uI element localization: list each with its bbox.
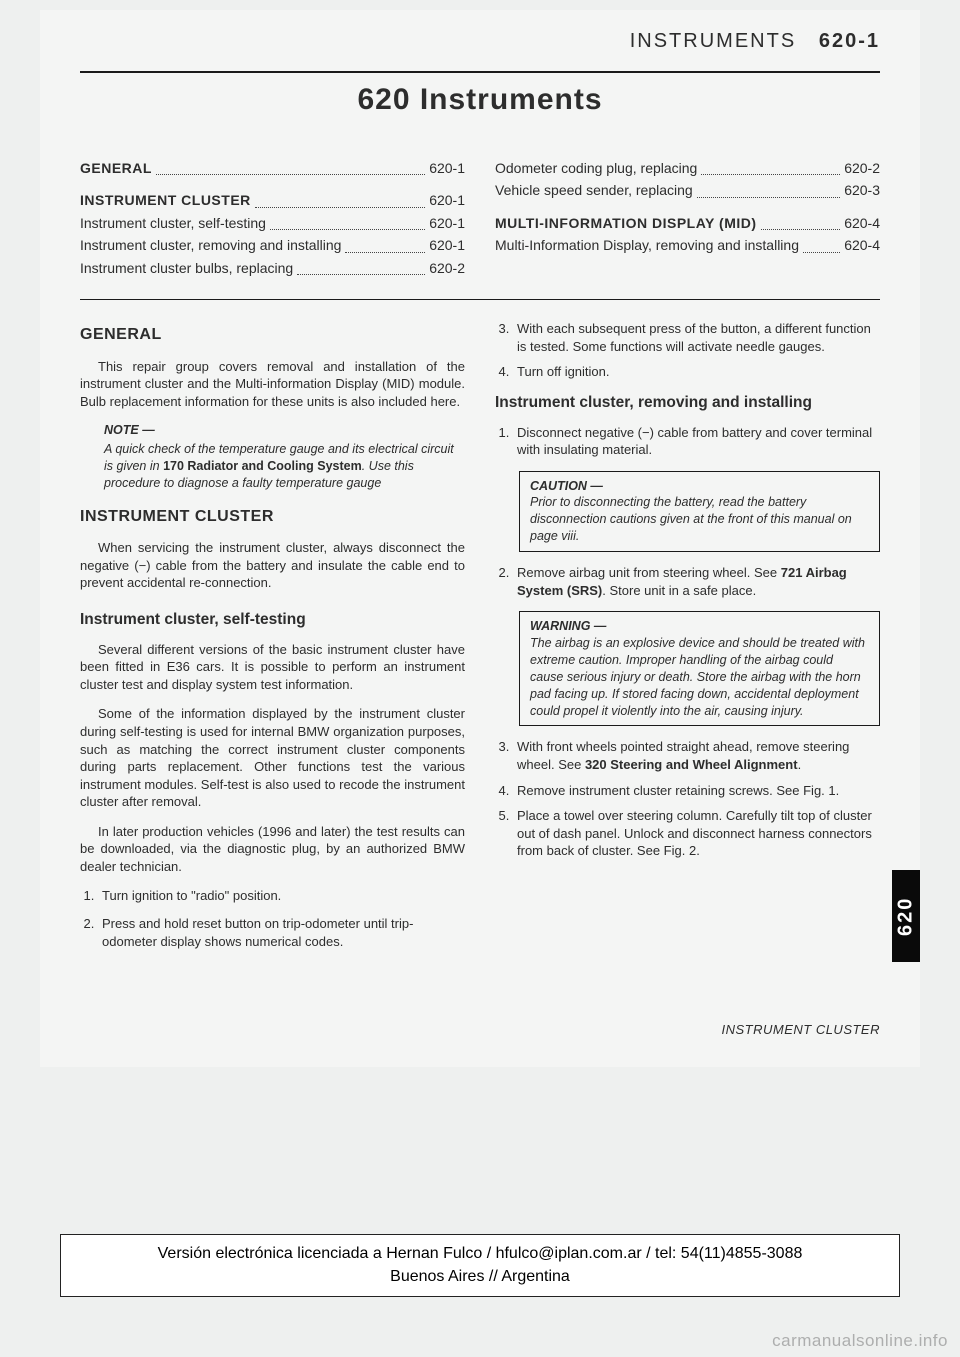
separator-rule [80,299,880,300]
step-item: Turn off ignition. [513,363,880,381]
header-page-ref: 620-1 [819,30,880,52]
side-tab: 620 [892,870,920,962]
toc-page: 620-4 [844,212,880,234]
toc-page: 620-1 [429,189,465,211]
toc-label: Vehicle speed sender, replacing [495,179,693,201]
toc-dots [270,212,425,230]
step-item: Remove instrument cluster retaining scre… [513,782,880,800]
step-item: With each subsequent press of the button… [513,320,880,355]
license-line-1: Versión electrónica licenciada a Hernan … [71,1243,889,1265]
header-rule [80,71,880,73]
step-item: With front wheels pointed straight ahead… [513,738,880,773]
toc-label: Instrument cluster, removing and install… [80,234,341,256]
paragraph: Several different versions of the basic … [80,641,465,694]
toc-entry: Instrument cluster, self-testing 620-1 [80,212,465,234]
toc-page: 620-1 [429,212,465,234]
toc-label: Odometer coding plug, replacing [495,157,697,179]
step-list: Disconnect negative (−) cable from batte… [513,424,880,459]
heading-instrument-cluster: INSTRUMENT CLUSTER [80,506,465,528]
heading-self-testing: Instrument cluster, self-testing [80,610,465,631]
warning-box: WARNING — The airbag is an explosive dev… [519,611,880,726]
step-item: Place a towel over steering column. Care… [513,807,880,860]
toc-label: GENERAL [80,157,152,179]
step-item: Press and hold reset button on trip-odom… [98,915,465,950]
toc-dots [761,212,841,230]
note-ref: 170 Radiator and Cooling System [163,459,362,473]
license-box: Versión electrónica licenciada a Hernan … [60,1234,900,1297]
toc-entry: Instrument cluster bulbs, replacing 620-… [80,257,465,279]
toc-page: 620-4 [844,234,880,256]
header-section: INSTRUMENTS [630,30,796,52]
body-columns: GENERAL This repair group covers removal… [80,320,880,962]
toc-dots [803,234,840,252]
step-item: Disconnect negative (−) cable from batte… [513,424,880,459]
caution-body: Prior to disconnecting the battery, read… [530,495,852,543]
toc-page: 620-2 [429,257,465,279]
toc-label: INSTRUMENT CLUSTER [80,189,251,211]
toc-label: Instrument cluster bulbs, replacing [80,257,293,279]
paragraph: When servicing the instrument cluster, a… [80,539,465,592]
toc-entry: Odometer coding plug, replacing 620-2 [495,157,880,179]
step-item: Turn ignition to "radio" position. [98,887,465,905]
toc-dots [156,157,425,175]
toc-left-column: GENERAL 620-1 INSTRUMENT CLUSTER 620-1 I… [80,157,465,279]
step-text: . [798,757,802,772]
toc-dots [255,189,425,207]
warning-body: The airbag is an explosive device and sh… [530,636,865,718]
note-body: A quick check of the temperature gauge a… [104,441,465,492]
license-line-2: Buenos Aires // Argentina [71,1266,889,1288]
warning-title: WARNING — [530,619,606,633]
right-column: With each subsequent press of the button… [495,320,880,962]
step-list: Turn ignition to "radio" position. Press… [98,887,465,950]
chapter-title: 620 Instruments [80,83,880,117]
toc-label: Multi-Information Display, removing and … [495,234,799,256]
step-list: Remove airbag unit from steering wheel. … [513,564,880,599]
caution-box: CAUTION — Prior to disconnecting the bat… [519,471,880,553]
toc-page: 620-1 [429,157,465,179]
toc-entry: Instrument cluster, removing and install… [80,234,465,256]
step-text: . Store unit in a safe place. [602,583,756,598]
toc-label: Instrument cluster, self-testing [80,212,266,234]
toc-entry: GENERAL 620-1 [80,157,465,179]
step-list: With front wheels pointed straight ahead… [513,738,880,859]
step-ref: 320 Steering and Wheel Alignment [585,757,798,772]
toc-dots [297,257,425,275]
toc-dots [697,179,840,197]
heading-removing-installing: Instrument cluster, removing and install… [495,393,880,414]
left-column: GENERAL This repair group covers removal… [80,320,465,962]
paragraph: Some of the information displayed by the… [80,705,465,810]
paragraph: This repair group covers removal and ins… [80,358,465,411]
toc-dots [345,234,425,252]
page-header: INSTRUMENTS 620-1 [80,30,880,53]
watermark: carmanualsonline.info [772,1331,948,1351]
step-item: Remove airbag unit from steering wheel. … [513,564,880,599]
toc-page: 620-3 [844,179,880,201]
toc-entry: INSTRUMENT CLUSTER 620-1 [80,189,465,211]
paragraph: In later production vehicles (1996 and l… [80,823,465,876]
step-list-continued: With each subsequent press of the button… [513,320,880,381]
table-of-contents: GENERAL 620-1 INSTRUMENT CLUSTER 620-1 I… [80,157,880,279]
toc-label: MULTI-INFORMATION DISPLAY (MID) [495,212,757,234]
heading-general: GENERAL [80,324,465,346]
toc-right-column: Odometer coding plug, replacing 620-2 Ve… [495,157,880,279]
note-title: NOTE — [104,422,465,439]
toc-entry: Vehicle speed sender, replacing 620-3 [495,179,880,201]
toc-entry: MULTI-INFORMATION DISPLAY (MID) 620-4 [495,212,880,234]
toc-dots [701,157,840,175]
caution-title: CAUTION — [530,479,603,493]
toc-page: 620-2 [844,157,880,179]
note-block: NOTE — A quick check of the temperature … [104,422,465,492]
manual-page: INSTRUMENTS 620-1 620 Instruments GENERA… [40,10,920,1067]
toc-entry: Multi-Information Display, removing and … [495,234,880,256]
footer-section-label: INSTRUMENT CLUSTER [80,1022,880,1037]
step-text: Remove airbag unit from steering wheel. … [517,565,781,580]
toc-page: 620-1 [429,234,465,256]
